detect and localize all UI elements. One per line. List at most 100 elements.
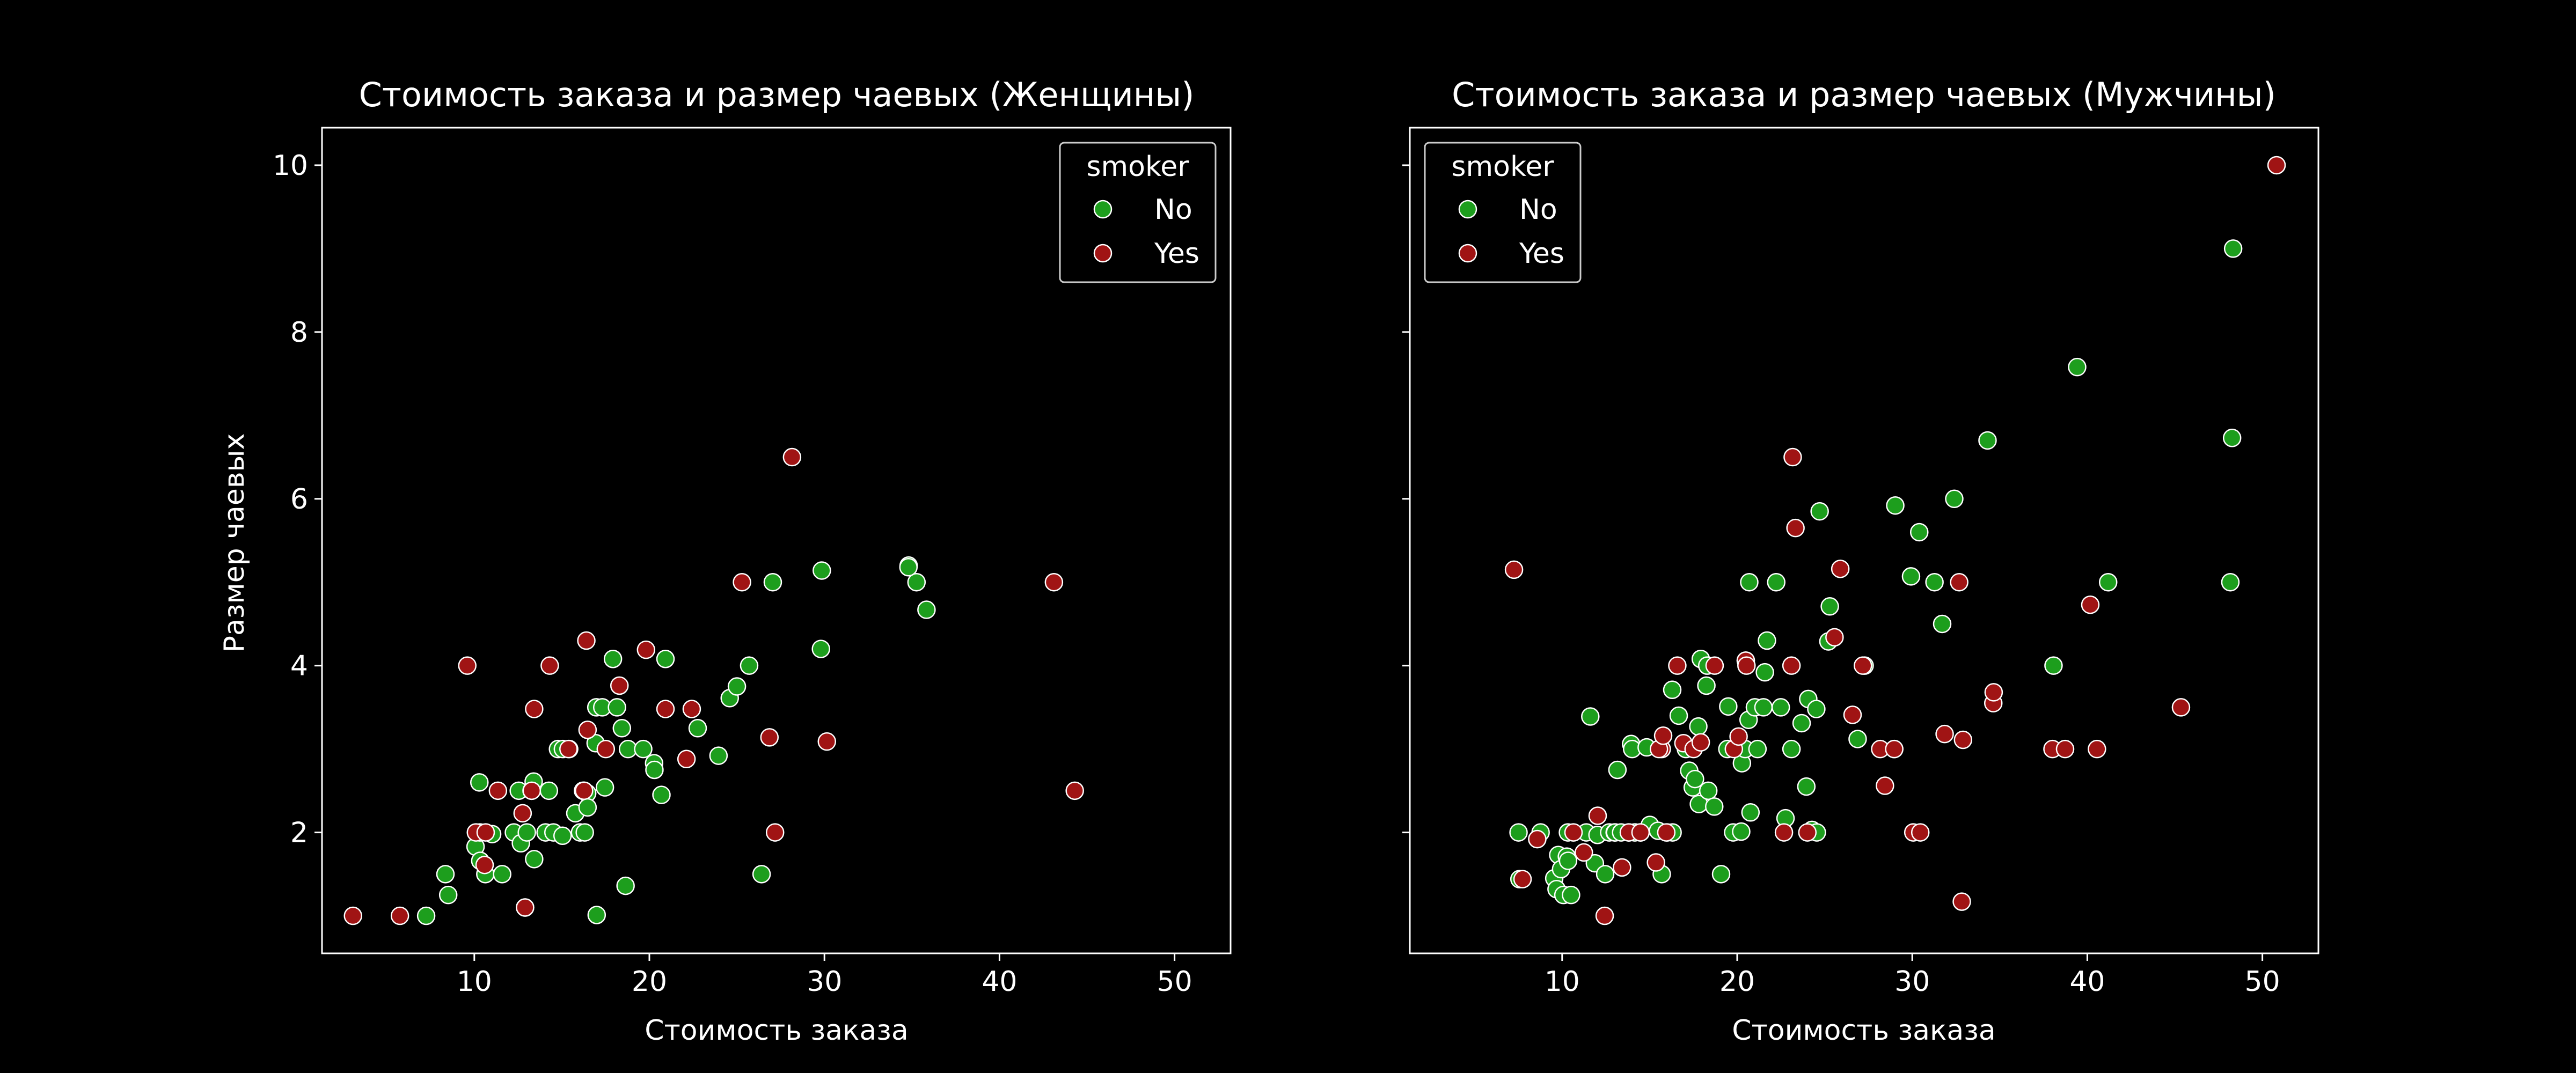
data-point: [1711, 865, 1731, 884]
data-point: [1755, 663, 1774, 682]
data-point: [390, 906, 409, 925]
data-point: [595, 778, 614, 797]
data-point: [517, 823, 536, 842]
x-tick-label: 40: [2069, 966, 2105, 998]
data-point: [493, 865, 511, 884]
data-point: [1719, 697, 1738, 716]
data-point: [1705, 656, 1724, 675]
legend-marker: [1093, 244, 1113, 263]
data-point: [1754, 698, 1773, 717]
data-point: [1843, 705, 1862, 724]
data-point: [1758, 631, 1776, 650]
data-point: [2068, 357, 2087, 377]
data-point: [1911, 823, 1930, 842]
data-point: [608, 698, 626, 717]
plot-frame: [1409, 127, 2319, 954]
data-point: [1705, 797, 1724, 816]
data-point: [763, 572, 782, 592]
legend: smoker No Yes: [1059, 142, 1217, 283]
legend-label-yes: Yes: [1154, 238, 1199, 270]
data-point: [1767, 572, 1785, 592]
data-point: [2098, 572, 2118, 592]
data-point: [1558, 851, 1578, 870]
data-point: [2221, 572, 2240, 592]
x-tick-label: 20: [632, 966, 667, 998]
data-point: [458, 656, 477, 675]
data-point: [553, 826, 572, 846]
data-point: [513, 804, 532, 823]
x-tick-label: 30: [807, 966, 842, 998]
y-tick-label: 6: [290, 483, 308, 516]
data-point: [1595, 906, 1614, 925]
series-no: [1509, 239, 2243, 905]
data-point: [682, 700, 701, 718]
x-tick-label: 20: [1719, 966, 1755, 998]
data-point: [1820, 597, 1839, 616]
data-point: [575, 823, 594, 842]
data-point: [1653, 726, 1673, 745]
data-point: [578, 721, 597, 739]
data-point: [343, 906, 362, 925]
data-point: [1613, 858, 1631, 877]
data-point: [1953, 730, 1973, 749]
data-point: [1782, 656, 1801, 675]
data-point: [1513, 870, 1532, 888]
data-point: [1876, 776, 1894, 795]
data-point: [525, 700, 544, 718]
data-point: [1933, 614, 1952, 634]
data-point: [817, 732, 837, 751]
data-point: [578, 798, 597, 817]
data-point: [1792, 714, 1811, 733]
chart-men: Стоимость заказа и размер чаевых (Мужчин…: [1402, 75, 2319, 1047]
data-point: [1581, 707, 1600, 726]
data-point: [516, 898, 535, 917]
data-point: [612, 719, 632, 738]
legend-title: smoker: [1451, 151, 1554, 183]
data-point: [575, 781, 594, 800]
legend-label-no: No: [1154, 194, 1192, 226]
data-point: [811, 640, 830, 658]
data-point: [1786, 518, 1805, 538]
x-tick-label: 30: [1894, 966, 1930, 998]
legend-label-no: No: [1519, 194, 1557, 226]
data-point: [596, 739, 616, 759]
data-point: [917, 600, 936, 619]
data-point: [522, 781, 541, 800]
data-point: [1631, 823, 1650, 842]
data-point: [1935, 724, 1954, 744]
data-point: [1797, 777, 1816, 796]
x-tick-label: 40: [982, 966, 1017, 998]
data-point: [1783, 447, 1802, 467]
data-point: [688, 719, 707, 738]
data-point: [1945, 489, 1964, 509]
data-point: [752, 865, 771, 884]
data-point: [1699, 781, 1718, 800]
data-point: [1065, 781, 1084, 800]
data-point: [2088, 739, 2106, 759]
data-point: [1886, 496, 1905, 515]
data-point: [1564, 823, 1583, 842]
data-point: [709, 746, 728, 765]
data-point: [1853, 656, 1872, 675]
chart-women: Стоимость заказа и размер чаевых (Женщин…: [218, 75, 1232, 1047]
x-tick-label: 50: [1157, 966, 1192, 998]
data-point: [1562, 885, 1580, 905]
data-point: [1657, 823, 1676, 842]
data-point: [1748, 739, 1767, 759]
data-point: [2223, 239, 2243, 258]
data-point: [782, 447, 802, 467]
y-tick-label: 8: [290, 317, 308, 349]
data-point: [1509, 823, 1528, 842]
data-point: [1729, 727, 1748, 746]
data-point: [1044, 572, 1064, 592]
data-point: [603, 649, 623, 668]
data-point: [1825, 628, 1844, 647]
data-point: [1596, 865, 1615, 884]
chart-title: Стоимость заказа и размер чаевых (Мужчин…: [1452, 75, 2276, 114]
data-point: [1885, 739, 1904, 759]
y-axis-label: Размер чаевых: [218, 433, 251, 653]
y-tick-label: 10: [273, 150, 308, 182]
data-point: [1771, 698, 1790, 717]
data-point: [2171, 698, 2191, 717]
data-point: [1732, 822, 1751, 841]
